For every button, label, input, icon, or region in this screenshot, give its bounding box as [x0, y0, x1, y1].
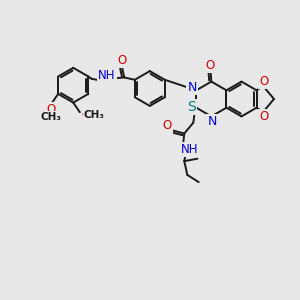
Text: CH₃: CH₃	[84, 110, 105, 120]
Text: O: O	[46, 103, 56, 116]
Text: O: O	[259, 75, 268, 88]
Text: CH₃: CH₃	[41, 112, 62, 122]
Text: O: O	[163, 119, 172, 132]
Text: O: O	[117, 54, 126, 68]
Text: NH: NH	[98, 69, 116, 82]
Text: O: O	[259, 110, 268, 123]
Text: S: S	[187, 100, 196, 114]
Text: O: O	[206, 58, 215, 72]
Text: O: O	[82, 109, 91, 122]
Text: N: N	[207, 115, 217, 128]
Text: N: N	[188, 81, 197, 94]
Text: NH: NH	[181, 142, 198, 156]
